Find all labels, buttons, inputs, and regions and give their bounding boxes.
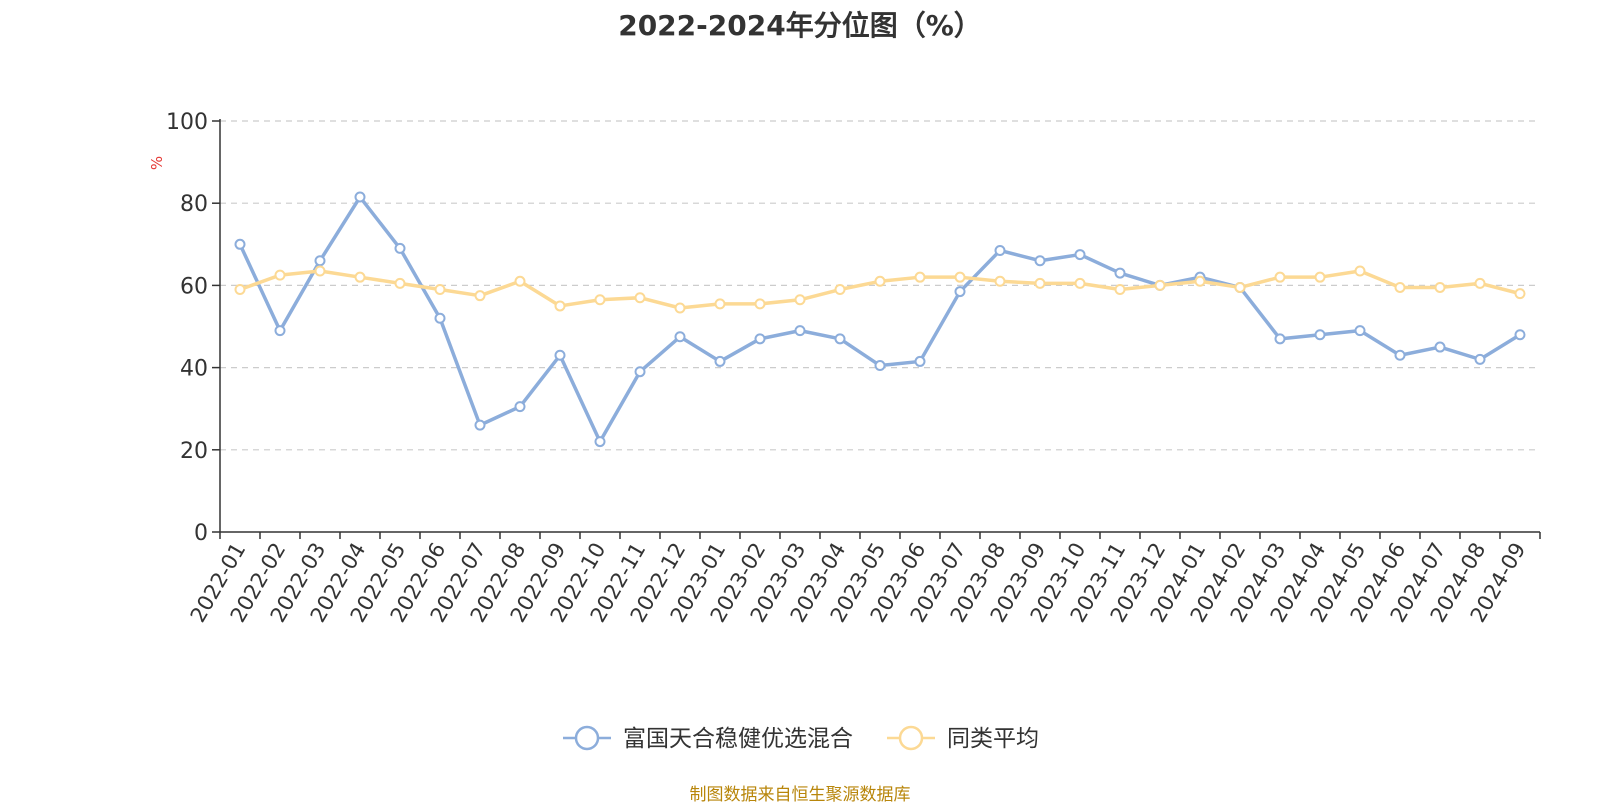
data-point-2 [594,294,606,306]
legend-marker [574,725,600,751]
data-point-2 [234,284,246,296]
data-point-1 [874,360,886,372]
data-point-2 [1274,271,1286,283]
data-point-1 [1354,325,1366,337]
data-point-1 [1274,333,1286,345]
data-point-2 [1114,284,1126,296]
data-point-1 [474,419,486,431]
data-point-1 [1394,349,1406,361]
data-point-2 [714,298,726,310]
data-point-1 [434,312,446,324]
data-point-2 [274,269,286,281]
data-point-2 [994,275,1006,287]
legend-label: 富国天合稳健优选混合 [623,726,853,752]
data-point-2 [674,302,686,314]
chart-title: 2022-2024年分位图（%） [618,9,982,42]
data-point-2 [1474,277,1486,289]
data-point-1 [314,255,326,267]
data-point-1 [674,331,686,343]
data-point-2 [914,271,926,283]
data-point-1 [794,325,806,337]
y-tick-label: 60 [180,274,208,299]
data-point-1 [1074,249,1086,261]
data-point-1 [1514,329,1526,341]
data-point-2 [554,300,566,312]
data-point-2 [1194,275,1206,287]
data-point-1 [394,242,406,254]
data-point-1 [1474,353,1486,365]
y-unit-label: % [148,156,166,170]
data-point-2 [1034,277,1046,289]
data-point-1 [634,366,646,378]
data-point-2 [1314,271,1326,283]
data-point-2 [1394,281,1406,293]
y-tick-label: 20 [180,439,208,464]
data-point-1 [994,244,1006,256]
data-point-1 [1114,267,1126,279]
data-point-1 [954,286,966,298]
data-point-2 [634,292,646,304]
data-point-1 [594,436,606,448]
data-point-2 [394,277,406,289]
data-point-2 [354,271,366,283]
data-point-2 [474,290,486,302]
data-point-2 [954,271,966,283]
data-point-1 [514,401,526,413]
data-point-2 [874,275,886,287]
data-point-2 [754,298,766,310]
source-note: 制图数据来自恒生聚源数据库 [689,785,911,805]
data-point-1 [914,355,926,367]
data-point-1 [354,191,366,203]
data-point-1 [1434,341,1446,353]
data-point-1 [714,355,726,367]
data-point-2 [834,284,846,296]
y-tick-label: 0 [194,521,208,546]
y-tick-label: 100 [166,110,208,135]
data-point-2 [1074,277,1086,289]
data-point-2 [314,265,326,277]
legend-label: 同类平均 [947,726,1039,752]
data-point-2 [1434,281,1446,293]
data-point-2 [514,275,526,287]
data-point-1 [554,349,566,361]
data-point-1 [834,333,846,345]
data-point-1 [274,325,286,337]
y-tick-label: 40 [180,357,208,382]
data-point-2 [434,284,446,296]
data-point-2 [794,294,806,306]
y-tick-label: 80 [180,192,208,217]
data-point-1 [234,238,246,250]
data-point-2 [1154,279,1166,291]
data-point-2 [1234,281,1246,293]
data-point-2 [1354,265,1366,277]
data-point-1 [1314,329,1326,341]
data-point-2 [1514,288,1526,300]
data-point-1 [754,333,766,345]
series-line-1 [238,195,1521,444]
legend-marker [898,725,924,751]
data-point-1 [1034,255,1046,267]
